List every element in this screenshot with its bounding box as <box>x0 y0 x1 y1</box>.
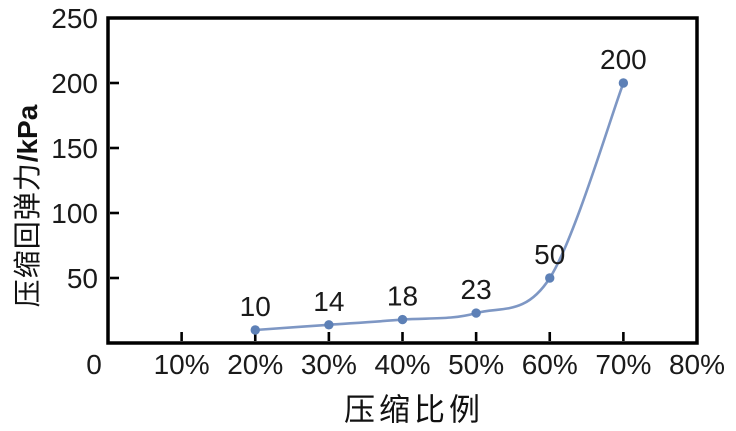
data-point <box>250 325 260 335</box>
y-axis-title-text: 压缩回弹力 <box>13 162 44 308</box>
data-point <box>397 314 408 325</box>
data-point <box>545 273 555 283</box>
data-point <box>324 320 334 330</box>
data-point <box>471 308 481 318</box>
data-point-label: 23 <box>461 274 492 305</box>
data-labels-layer: 10 14 18 23 50 200 <box>240 44 647 322</box>
series-line <box>253 81 625 332</box>
data-point-label: 10 <box>240 291 271 322</box>
data-point <box>618 78 629 88</box>
x-tick-label: 10% <box>154 349 210 380</box>
y-tick-label: 50 <box>67 263 98 294</box>
y-tick-label: 200 <box>51 68 98 99</box>
x-axis-title: 压缩比例 <box>344 392 484 428</box>
data-point-label: 18 <box>387 281 418 312</box>
y-axis-title-unit: /kPa <box>12 104 43 163</box>
y-axis-title: 压缩回弹力/kPa <box>6 105 46 308</box>
axes-layer: 0 10% 20% 30% 40% 50% 60% 70% 80% 50 100 150 200 250 <box>51 3 725 380</box>
x-tick-label: 50% <box>448 349 504 380</box>
x-tick-label: 80% <box>669 349 725 380</box>
y-tick-label: 250 <box>51 3 98 34</box>
series-layer <box>253 81 625 332</box>
markers-layer <box>250 78 629 335</box>
x-tick-label: 0 <box>86 349 102 380</box>
data-point-label: 14 <box>313 286 344 317</box>
x-tick-label: 40% <box>374 349 430 380</box>
y-tick-label: 150 <box>51 133 98 164</box>
data-point-label: 200 <box>600 44 647 75</box>
plot-border <box>106 16 699 345</box>
x-tick-label: 70% <box>595 349 651 380</box>
x-tick-label: 60% <box>522 349 578 380</box>
x-tick-label: 30% <box>301 349 357 380</box>
data-point-label: 50 <box>534 239 565 270</box>
y-tick-label: 100 <box>51 198 98 229</box>
x-tick-label: 20% <box>227 349 283 380</box>
